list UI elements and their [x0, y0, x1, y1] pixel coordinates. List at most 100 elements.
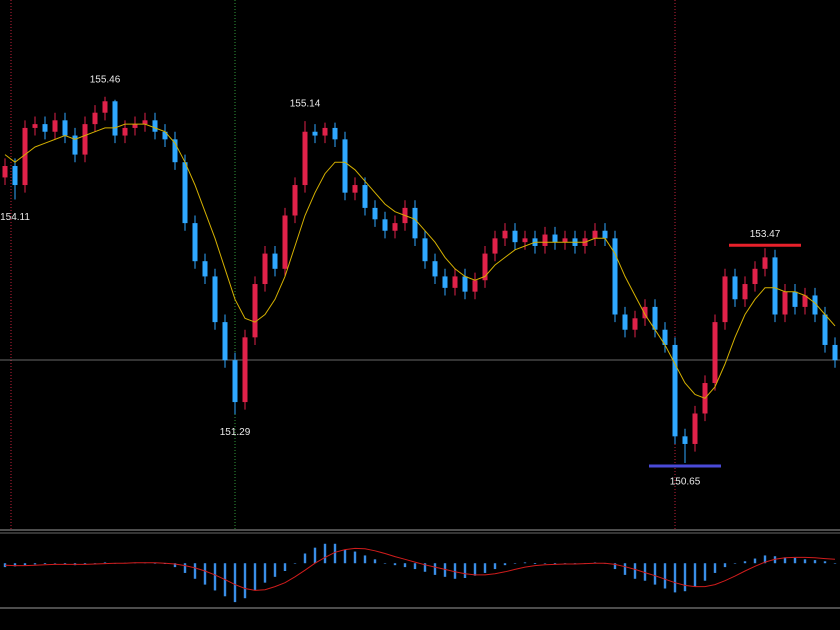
candle-body	[272, 253, 278, 269]
histogram-bar	[403, 563, 407, 568]
candle-body	[332, 127, 338, 140]
histogram-bar	[813, 560, 817, 564]
histogram-bar	[543, 563, 547, 564]
histogram-bar	[653, 563, 657, 585]
histogram-bar	[613, 563, 617, 570]
candle-body	[92, 112, 98, 125]
price-label: 154.11	[0, 212, 30, 223]
candle-body	[792, 291, 798, 307]
price-label: 155.46	[90, 74, 121, 85]
candle-body	[802, 295, 808, 307]
candle-body	[552, 234, 558, 243]
histogram-bar	[253, 563, 257, 591]
histogram-bar	[33, 563, 37, 565]
histogram-bar	[183, 563, 187, 573]
histogram-bar	[683, 563, 687, 592]
histogram-bar	[233, 563, 237, 603]
histogram-bar	[703, 563, 707, 581]
candle-body	[752, 268, 758, 285]
histogram-bar	[623, 563, 627, 575]
histogram-bar	[363, 555, 367, 564]
histogram-bar	[293, 563, 297, 564]
candle-body	[372, 207, 378, 220]
candle-body	[232, 360, 238, 403]
histogram-bar	[783, 557, 787, 564]
candle-body	[2, 166, 8, 178]
candle-body	[692, 413, 698, 444]
histogram-bar	[243, 563, 247, 599]
candle-body	[742, 284, 748, 300]
candle-body	[72, 135, 78, 155]
candle-body	[502, 230, 508, 239]
candle-body	[172, 139, 178, 163]
histogram-bar	[413, 563, 417, 570]
candle-body	[412, 207, 418, 239]
histogram-bar	[523, 562, 527, 564]
candle-body	[302, 131, 308, 186]
candle-body	[652, 306, 658, 330]
histogram-bar	[423, 563, 427, 572]
histogram-bar	[43, 563, 47, 564]
histogram-bar	[263, 563, 267, 583]
candle-body	[632, 318, 638, 330]
candle-body	[812, 295, 818, 315]
histogram-bar	[663, 563, 667, 589]
histogram-bar	[173, 563, 177, 568]
candle-body	[472, 280, 478, 292]
candle-body	[112, 101, 118, 136]
candle-body	[122, 127, 128, 136]
histogram-bar	[733, 563, 737, 564]
price-label: 153.47	[750, 229, 781, 240]
candle-body	[12, 166, 18, 186]
candle-body	[82, 124, 88, 155]
histogram-bar	[553, 563, 557, 564]
candle-body	[512, 230, 518, 243]
candle-body	[282, 215, 288, 269]
candle-body	[222, 322, 228, 361]
histogram-bar	[483, 563, 487, 573]
candle-body	[352, 185, 358, 193]
histogram-bar	[273, 563, 277, 577]
histogram-bar	[713, 563, 717, 573]
histogram-bar	[323, 543, 327, 564]
candle-body	[562, 238, 568, 243]
signal-line	[4, 547, 836, 591]
candle-body	[712, 322, 718, 384]
candle-body	[522, 238, 528, 243]
candle-body	[442, 276, 448, 288]
candle-body	[672, 344, 678, 437]
candle-body	[322, 127, 328, 136]
histogram-bar	[453, 563, 457, 579]
price-label: 150.65	[670, 477, 701, 488]
histogram-bar	[53, 563, 57, 564]
candle-body	[492, 238, 498, 254]
histogram-bar	[203, 563, 207, 585]
histogram-bar	[633, 563, 637, 579]
histogram-bar	[373, 559, 377, 564]
candle-body	[732, 276, 738, 300]
candle-body	[482, 253, 488, 281]
candle-body	[382, 219, 388, 231]
histogram-bar	[443, 563, 447, 577]
candle-body	[662, 329, 668, 345]
histogram-bar	[63, 563, 67, 564]
candle-body	[312, 131, 318, 136]
candle-body	[722, 276, 728, 323]
candle-body	[22, 127, 28, 186]
histogram-bar	[503, 563, 507, 566]
histogram-bar	[763, 555, 767, 564]
candle-body	[602, 230, 608, 239]
histogram-bar	[193, 563, 197, 579]
histogram-bar	[303, 553, 307, 564]
candle-body	[762, 257, 768, 269]
candle-body	[612, 238, 618, 315]
candle-body	[132, 124, 138, 128]
candle-body	[392, 223, 398, 231]
candle-body	[152, 120, 158, 132]
price-label: 151.29	[220, 427, 251, 438]
histogram-bar	[83, 563, 87, 565]
candle-body	[32, 124, 38, 128]
histogram-bar	[513, 563, 517, 564]
candle-body	[642, 306, 648, 319]
histogram-bar	[723, 563, 727, 568]
